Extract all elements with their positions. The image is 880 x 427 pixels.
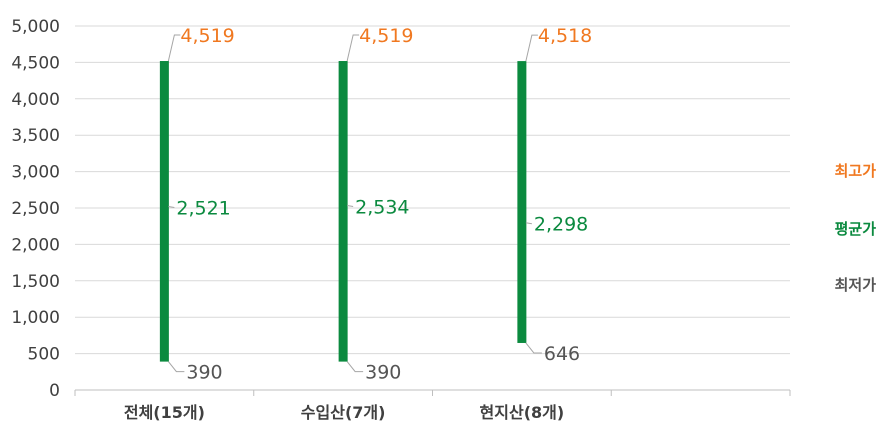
data-labels: 4,519 2,521 390 4,519 2,534 390 4,518 2,298 646	[167, 25, 592, 384]
x-category-label: 수입산(7개)	[301, 403, 386, 422]
y-tick-label: 3,500	[11, 126, 60, 146]
y-tick-label: 1,000	[11, 308, 60, 328]
y-tick-label: 4,000	[11, 90, 60, 110]
y-tick-label: 500	[28, 345, 60, 365]
legend-entry: 최저가	[835, 276, 877, 294]
range-bar	[517, 61, 527, 343]
y-axis-ticks: 0 500 1,000 1,500 2,000 2,500 3,000 3,500 4,000 4…	[11, 17, 60, 401]
y-tick-label: 5,000	[11, 17, 60, 37]
data-label: 2,534	[355, 197, 409, 219]
leader-line	[167, 361, 185, 373]
y-tick-label: 4,500	[11, 53, 60, 73]
data-label: 390	[186, 362, 222, 384]
y-tick-label: 2,500	[11, 199, 60, 219]
x-category-label: 현지산(8개)	[480, 403, 565, 422]
legend-entry: 평균가	[835, 220, 877, 238]
y-tick-label: 0	[49, 381, 60, 401]
gridlines	[75, 25, 790, 391]
data-label: 4,518	[538, 25, 592, 47]
x-axis-categories: 전체(15개) 수입산(7개) 현지산(8개)	[74, 390, 791, 422]
leader-line	[525, 222, 532, 225]
legend-entry: 최고가	[835, 162, 877, 180]
leader-line	[346, 361, 364, 373]
leader-line	[168, 205, 175, 208]
range-bars	[159, 61, 527, 362]
range-bar	[338, 61, 348, 362]
y-tick-label: 2,000	[11, 235, 60, 255]
y-tick-label: 1,500	[11, 272, 60, 292]
x-category-label: 전체(15개)	[124, 403, 205, 422]
data-label: 390	[365, 362, 401, 384]
y-tick-label: 3,000	[11, 163, 60, 183]
leader-line	[167, 34, 181, 62]
leader-line	[346, 34, 360, 62]
data-label: 2,521	[176, 197, 230, 219]
leader-line	[525, 34, 538, 62]
range-bar	[159, 61, 169, 362]
data-label: 2,298	[534, 214, 588, 236]
leader-line	[525, 342, 542, 354]
data-label: 4,519	[359, 25, 413, 47]
data-label: 4,519	[180, 25, 234, 47]
data-label: 646	[544, 343, 580, 365]
leader-line	[347, 205, 354, 208]
